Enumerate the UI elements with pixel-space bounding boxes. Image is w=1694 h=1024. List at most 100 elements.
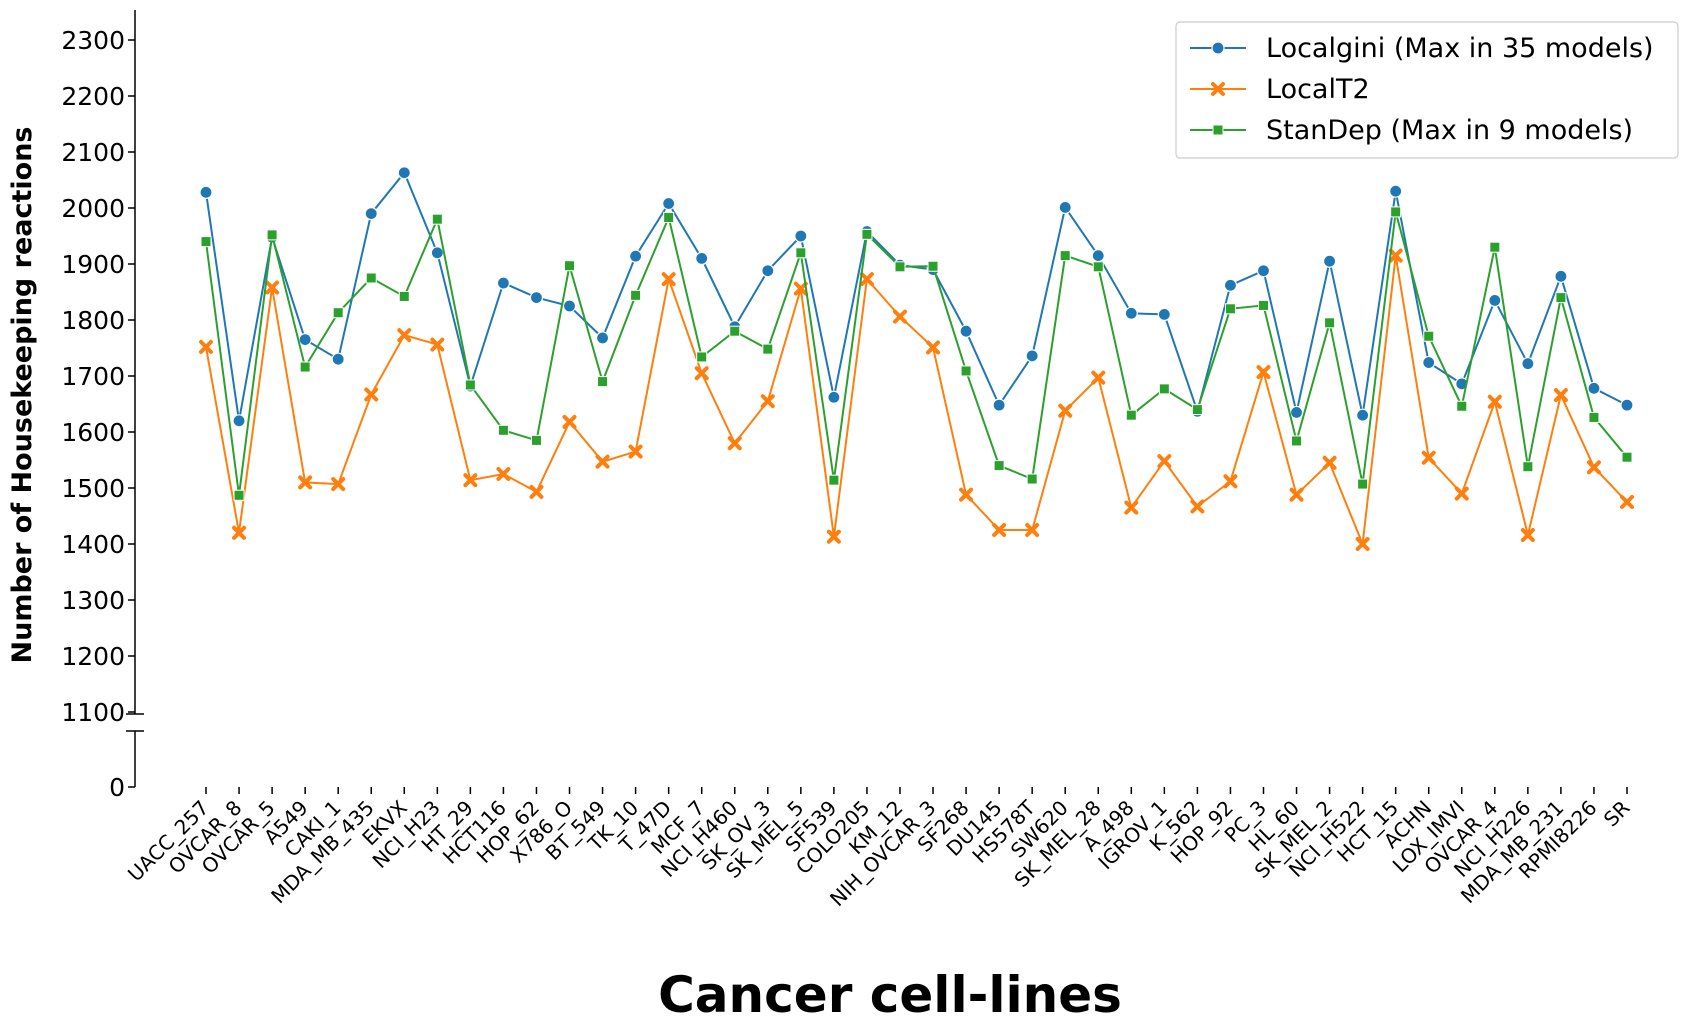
data-point-marker (894, 261, 906, 273)
data-point-marker (695, 251, 709, 265)
data-point-marker (331, 477, 346, 492)
y-tick-label: 2000 (61, 194, 125, 223)
data-point-marker (1157, 454, 1172, 469)
series-3 (200, 206, 1633, 501)
data-point-marker (298, 333, 312, 347)
data-point-marker (298, 475, 313, 490)
data-point-marker (199, 339, 213, 354)
data-point-marker (364, 387, 379, 402)
data-point-marker (430, 337, 445, 352)
data-point-marker (431, 213, 443, 225)
legend-entry: Localgini (Max in 35 models) (1190, 33, 1654, 64)
data-point-marker (828, 474, 840, 486)
data-point-marker (332, 307, 344, 319)
data-point-marker (1620, 495, 1634, 509)
data-point-marker (1522, 461, 1534, 473)
data-point-marker (992, 398, 1006, 412)
data-point-marker (1157, 307, 1171, 321)
data-point-marker (364, 207, 378, 221)
data-point-marker (562, 414, 577, 429)
series-2 (199, 248, 1634, 551)
data-point-marker (1555, 292, 1567, 304)
data-point-marker (959, 487, 974, 502)
legend-label: LocalT2 (1266, 74, 1370, 105)
data-point-marker (529, 291, 544, 305)
y-tick-label: 1200 (61, 642, 125, 671)
data-point-marker (794, 229, 808, 243)
data-point-marker (1091, 370, 1106, 385)
data-point-marker (1520, 528, 1535, 543)
data-point-marker (1091, 249, 1105, 263)
data-point-marker (1025, 349, 1039, 363)
data-point-marker (1322, 254, 1337, 268)
data-point-marker (1554, 269, 1568, 283)
data-point-marker (992, 523, 1007, 537)
data-point-marker (397, 328, 412, 343)
data-point-marker (663, 212, 675, 224)
legend-frame (1175, 21, 1679, 159)
data-point-marker (1488, 293, 1502, 307)
legend-entry: LocalT2 (1190, 74, 1370, 105)
data-point-marker (1124, 306, 1138, 320)
data-point-marker (793, 281, 808, 296)
data-point-marker (696, 351, 708, 363)
data-point-marker (1388, 248, 1403, 263)
data-point-marker (993, 460, 1005, 472)
data-point-marker (1125, 409, 1137, 421)
y-tick-label: 2200 (61, 82, 125, 111)
data-point-marker (595, 331, 610, 345)
data-point-marker (959, 324, 973, 338)
data-point-marker (1256, 264, 1271, 278)
data-point-marker (365, 272, 377, 284)
data-point-marker (694, 366, 709, 381)
legend-entry: StanDep (Max in 9 models) (1190, 115, 1633, 146)
data-point-marker (1423, 330, 1435, 342)
data-point-marker (529, 484, 544, 499)
data-point-marker (1355, 537, 1370, 551)
data-point-marker (1553, 388, 1568, 403)
data-point-marker (430, 246, 444, 260)
data-point-marker (1289, 487, 1304, 502)
data-point-marker (1026, 473, 1038, 485)
data-point-marker (1224, 303, 1236, 315)
y-tick-label: 1300 (61, 586, 125, 615)
data-point-marker (661, 272, 676, 287)
data-point-marker (1211, 41, 1225, 55)
data-point-marker (960, 365, 972, 377)
data-point-marker (496, 276, 511, 290)
data-point-marker (1356, 408, 1370, 422)
data-point-marker (827, 390, 841, 404)
data-point-marker (232, 525, 247, 540)
data-point-marker (299, 361, 311, 373)
data-point-marker (1456, 400, 1468, 412)
data-point-marker (1621, 451, 1633, 463)
data-point-marker (1620, 398, 1634, 412)
data-point-marker (1257, 299, 1269, 311)
data-point-marker (1124, 500, 1139, 515)
data-point-marker (628, 444, 643, 459)
data-point-marker (496, 467, 511, 481)
data-point-marker (562, 299, 577, 313)
data-point-marker (1587, 381, 1601, 395)
legend-label: Localgini (Max in 35 models) (1266, 33, 1654, 64)
data-point-marker (1291, 435, 1303, 447)
data-point-marker (927, 260, 939, 272)
data-point-marker (1489, 241, 1501, 253)
data-point-marker (1357, 478, 1369, 490)
series-line (205, 170, 1628, 421)
data-point-marker (1025, 523, 1040, 537)
data-point-marker (1191, 404, 1203, 416)
y-tick-label: 1400 (61, 530, 125, 559)
data-point-marker (1059, 250, 1071, 262)
data-point-marker (1256, 365, 1271, 380)
data-point-marker (1390, 206, 1402, 218)
y-tick-label: 1700 (61, 362, 125, 391)
data-point-marker (795, 247, 807, 259)
legend: Localgini (Max in 35 models) LocalT2 StanD… (1175, 21, 1679, 159)
data-point-marker (892, 309, 907, 324)
data-point-marker (762, 343, 774, 355)
data-point-marker (727, 436, 742, 451)
data-point-marker (266, 229, 278, 241)
data-point-marker (861, 228, 873, 240)
